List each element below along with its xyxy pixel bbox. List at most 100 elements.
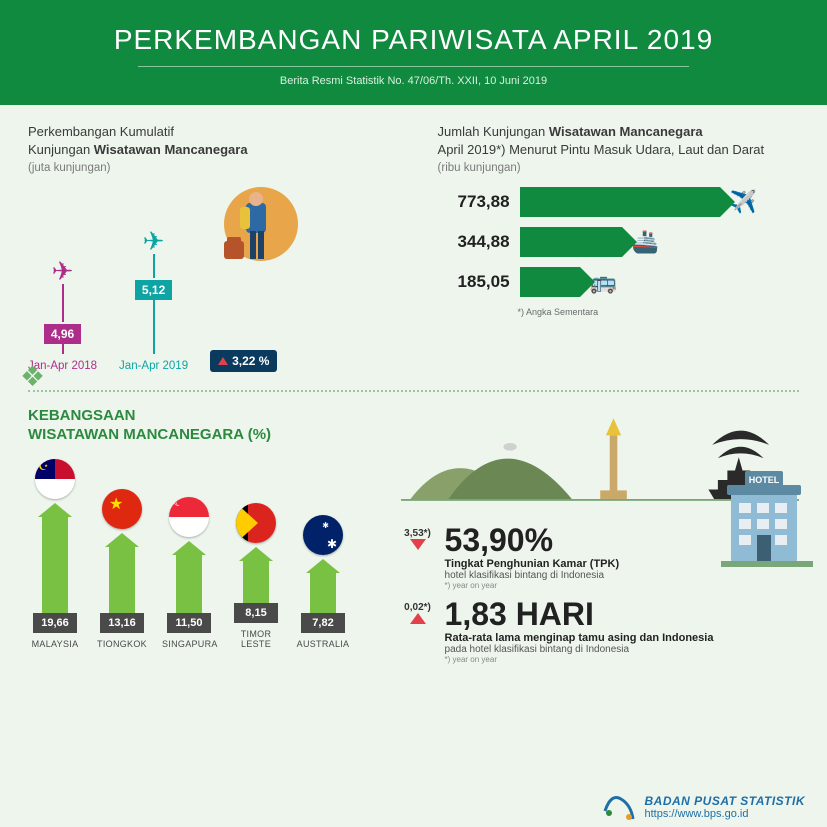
stat-body: 53,90% Tingkat Penghunian Kamar (TPK) ho… bbox=[445, 524, 620, 590]
sub: hotel klasifikasi bintang di Indonesia bbox=[445, 570, 620, 581]
publication-ref: Berita Resmi Statistik No. 47/06/Th. XXI… bbox=[20, 75, 807, 87]
bar-body bbox=[176, 555, 202, 613]
bottom-row: KEBANGSAAN WISATAWAN MANCANEGARA (%) 19,… bbox=[0, 400, 827, 682]
flag-icon bbox=[102, 489, 142, 529]
stem bbox=[62, 284, 64, 322]
big-number: 1,83 HARI bbox=[445, 598, 714, 630]
bar-value: 11,50 bbox=[167, 613, 211, 633]
text: Jumlah Kunjungan bbox=[438, 124, 549, 139]
text: April 2019*) Menurut Pintu Masuk Udara, … bbox=[438, 142, 765, 157]
entry-land: 185,05 🚌 bbox=[438, 267, 799, 297]
top-row: Perkembangan Kumulatif Kunjungan Wisataw… bbox=[0, 105, 827, 382]
bar bbox=[28, 503, 82, 613]
flag-icon bbox=[303, 515, 343, 555]
nationality-title: KEBANGSAAN WISATAWAN MANCANEGARA (%) bbox=[28, 406, 375, 445]
arrowhead bbox=[38, 503, 72, 517]
text-bold: Wisatawan Mancanegara bbox=[549, 124, 703, 139]
sub: pada hotel klasifikasi bintang di Indone… bbox=[445, 644, 714, 655]
flag-icon bbox=[35, 459, 75, 499]
cumulative-title: Perkembangan Kumulatif Kunjungan Wisataw… bbox=[28, 123, 408, 177]
bar-body bbox=[42, 517, 68, 613]
bar-value: 7,82 bbox=[301, 613, 345, 633]
period-label: Jan-Apr 2019 bbox=[119, 360, 188, 372]
unit: (juta kunjungan) bbox=[28, 162, 110, 174]
cumulative-visits-section: Perkembangan Kumulatif Kunjungan Wisataw… bbox=[28, 123, 408, 372]
entry-air: 773,88 ✈️ bbox=[438, 187, 799, 217]
header-banner: PERKEMBANGAN PARIWISATA APRIL 2019 Berit… bbox=[0, 0, 827, 105]
bar-body bbox=[109, 547, 135, 613]
bar-2019: ✈︎ 5,12 Jan-Apr 2019 bbox=[119, 228, 188, 372]
svg-text:HOTEL: HOTEL bbox=[749, 475, 780, 485]
stem bbox=[62, 344, 64, 354]
value-label: 5,12 bbox=[135, 280, 172, 300]
value-label: 4,96 bbox=[44, 324, 81, 344]
dotted-divider bbox=[28, 390, 799, 392]
nationality-bar-au: 7,82 AUSTRALIA bbox=[296, 515, 350, 649]
value: 344,88 bbox=[438, 232, 510, 252]
text-bold: Wisatawan Mancanegara bbox=[94, 142, 248, 157]
org-url: https://www.bps.go.id bbox=[645, 808, 749, 820]
stat-body: 1,83 HARI Rata-rata lama menginap tamu a… bbox=[445, 598, 714, 664]
nationality-section: KEBANGSAAN WISATAWAN MANCANEGARA (%) 19,… bbox=[28, 406, 375, 672]
bar bbox=[296, 559, 350, 613]
stem bbox=[153, 254, 155, 278]
bar bbox=[95, 533, 149, 613]
up-arrow-icon bbox=[410, 613, 426, 624]
up-arrow-icon bbox=[218, 357, 228, 365]
text: Perkembangan Kumulatif bbox=[28, 124, 174, 139]
footer-text: BADAN PUSAT STATISTIK https://www.bps.go… bbox=[645, 794, 806, 820]
bar-label: AUSTRALIA bbox=[296, 639, 350, 649]
note: *) year on year bbox=[445, 581, 620, 590]
down-arrow-icon bbox=[410, 539, 426, 550]
big-number: 53,90% bbox=[445, 524, 620, 556]
nationality-bar-tl: 8,15 TIMOR LESTE bbox=[229, 503, 283, 649]
flag-icon bbox=[236, 503, 276, 543]
traveler-illustration: 3,22 % bbox=[210, 189, 310, 372]
flag-icon bbox=[169, 497, 209, 537]
bar-label: TIMOR LESTE bbox=[229, 629, 283, 649]
divider bbox=[138, 66, 689, 67]
bar bbox=[162, 541, 216, 613]
ketupat-icon: ❖ bbox=[20, 360, 45, 393]
arrowhead bbox=[172, 541, 206, 555]
text: KEBANGSAAN bbox=[28, 407, 136, 424]
bar-label: SINGAPURA bbox=[162, 639, 216, 649]
stay-stat: 0,02*) 1,83 HARI Rata-rata lama menginap… bbox=[401, 598, 799, 664]
plane-icon: ✈︎ bbox=[28, 258, 97, 284]
page-title: PERKEMBANGAN PARIWISATA APRIL 2019 bbox=[20, 24, 807, 56]
delta-value: 3,53*) bbox=[404, 528, 431, 539]
nationality-chart: 19,66MALAYSIA 13,16 TIONGKOK 11,50 SINGAPURA… bbox=[28, 459, 375, 649]
plane-icon: ✈︎ bbox=[119, 228, 188, 254]
arrow-bar bbox=[520, 187, 720, 217]
entry-sea: 344,88 🚢 bbox=[438, 227, 799, 257]
bar-value: 8,15 bbox=[234, 603, 278, 623]
desc: Rata-rata lama menginap tamu asing dan I… bbox=[445, 632, 714, 644]
bar-label: MALAYSIA bbox=[28, 639, 82, 649]
nationality-bar-cn: 13,16 TIONGKOK bbox=[95, 489, 149, 649]
delta-value: 0,02*) bbox=[404, 602, 431, 613]
org-name: BADAN PUSAT STATISTIK bbox=[645, 794, 806, 808]
value: 773,88 bbox=[438, 192, 510, 212]
text: Kunjungan bbox=[28, 142, 94, 157]
bar-body bbox=[310, 573, 336, 613]
note: *) year on year bbox=[445, 655, 714, 664]
nationality-bar-sg: 11,50 SINGAPURA bbox=[162, 497, 216, 649]
arrowhead bbox=[105, 533, 139, 547]
bps-logo-icon bbox=[601, 791, 637, 823]
bar-value: 13,16 bbox=[100, 613, 144, 633]
delta-indicator: 3,53*) bbox=[401, 524, 435, 590]
bar-label: TIONGKOK bbox=[95, 639, 149, 649]
nationality-bar-my: 19,66MALAYSIA bbox=[28, 459, 82, 649]
bar bbox=[229, 547, 283, 603]
bar-2018: ✈︎ 4,96 Jan-Apr 2018 bbox=[28, 258, 97, 372]
entry-mode-section: Jumlah Kunjungan Wisatawan Mancanegara A… bbox=[438, 123, 799, 372]
delta-badge: 3,22 % bbox=[210, 350, 277, 372]
arrow-bar bbox=[520, 227, 622, 257]
bar-body bbox=[243, 561, 269, 603]
desc: Tingkat Penghunian Kamar (TPK) bbox=[445, 558, 620, 570]
arrowhead bbox=[306, 559, 340, 573]
entry-title: Jumlah Kunjungan Wisatawan Mancanegara A… bbox=[438, 123, 799, 177]
unit: (ribu kunjungan) bbox=[438, 162, 521, 174]
hotel-icon: HOTEL bbox=[721, 465, 813, 580]
delta-indicator: 0,02*) bbox=[401, 598, 435, 664]
